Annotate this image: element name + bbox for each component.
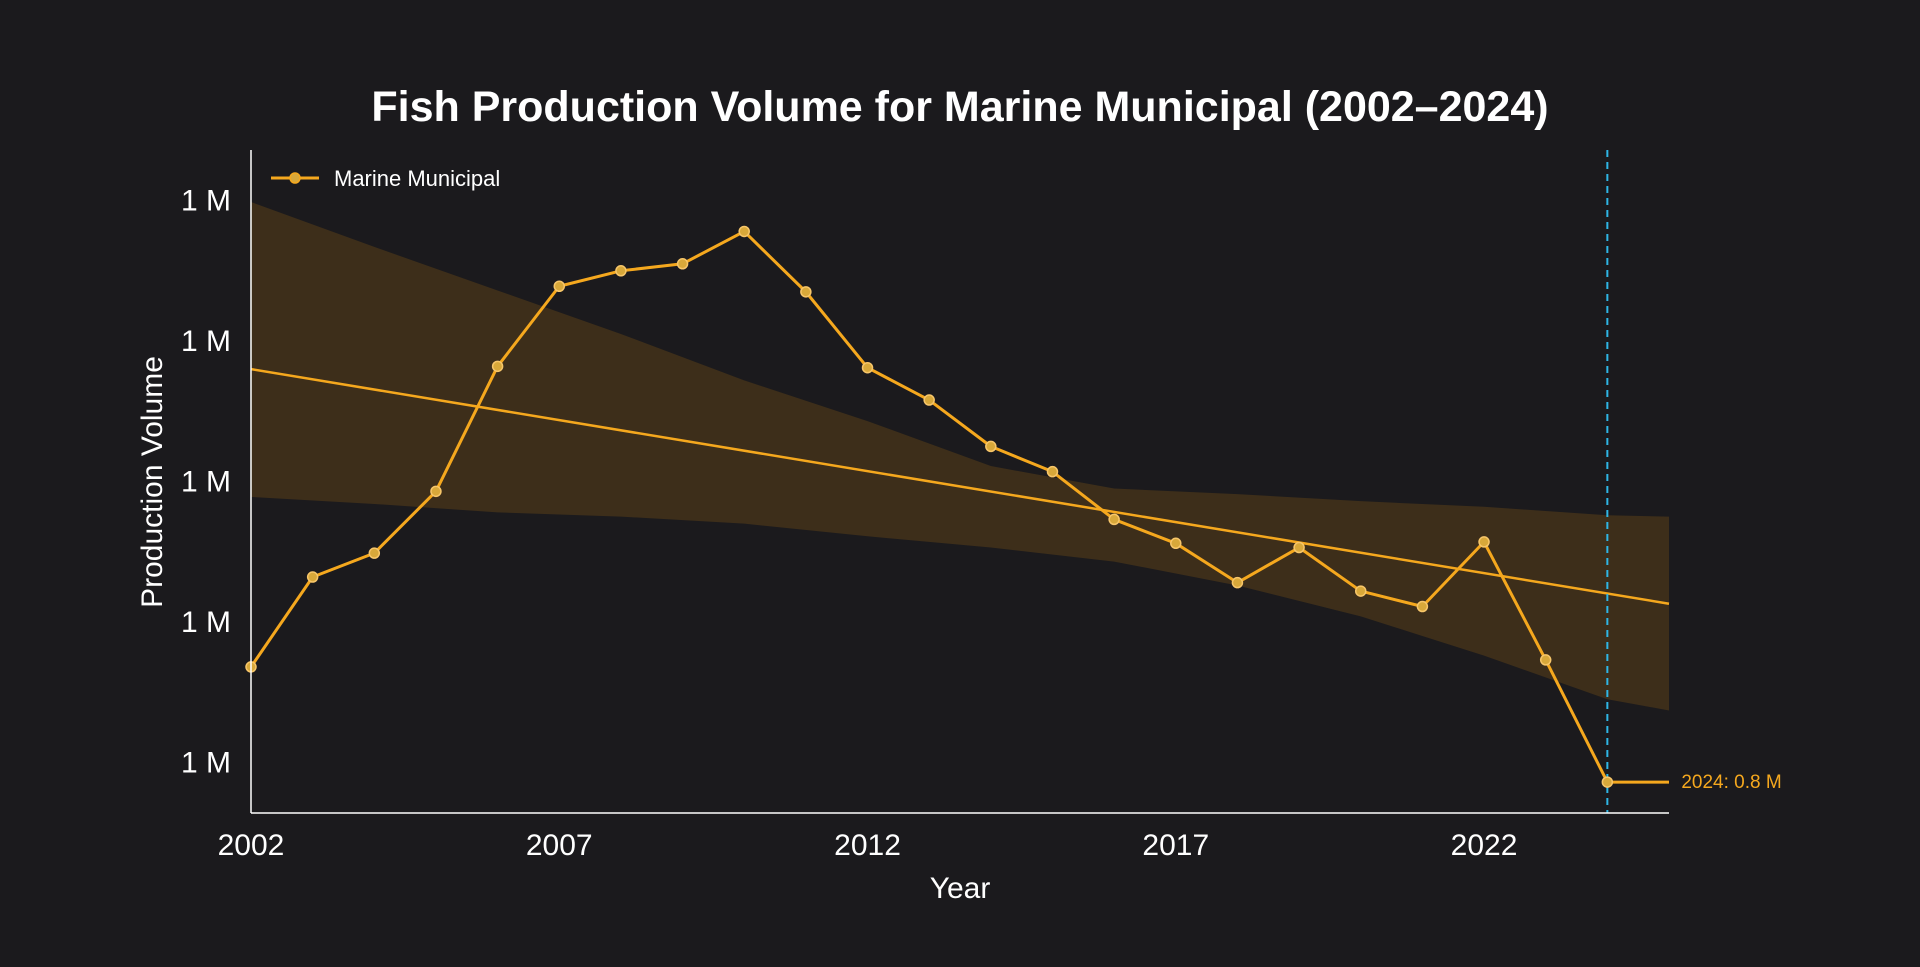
data-point	[1539, 654, 1552, 666]
x-tick-label: 2012	[834, 829, 901, 862]
trend-line-layer	[250, 367, 1670, 605]
legend-marker-swatch	[289, 172, 301, 184]
data-point	[923, 394, 935, 406]
data-point	[861, 361, 874, 374]
trend-line	[250, 367, 1670, 605]
y-tick-label: 1 M	[181, 746, 231, 779]
x-tick-label: 2017	[1142, 829, 1209, 862]
data-point	[1601, 776, 1614, 788]
data-point	[1354, 585, 1367, 597]
confidence-band	[251, 201, 1669, 711]
data-point	[1170, 537, 1182, 550]
legend: Marine Municipal	[271, 166, 500, 191]
chart-title: Fish Production Volume for Marine Munici…	[371, 83, 1548, 131]
data-point	[676, 258, 689, 270]
data-point	[1046, 465, 1059, 478]
legend-label: Marine Municipal	[334, 166, 500, 191]
data-point	[1416, 600, 1429, 613]
data-point	[738, 225, 750, 238]
data-point	[800, 286, 812, 298]
y-tick-label: 1 M	[181, 325, 231, 358]
data-point	[553, 280, 566, 293]
x-tick-labels: 2002 2007 2012 2017 2022	[218, 829, 1518, 862]
series-line	[249, 229, 1669, 784]
data-point	[985, 440, 997, 453]
y-tick-label: 1 M	[181, 606, 231, 639]
x-tick-label: 2022	[1451, 829, 1518, 862]
data-point	[491, 360, 504, 373]
data-point	[306, 571, 319, 583]
data-point	[1231, 576, 1244, 589]
data-point	[615, 265, 627, 277]
data-point	[368, 547, 381, 559]
annotations: 2024: 0.8 M	[1681, 772, 1781, 793]
data-point	[430, 485, 442, 498]
y-tick-label: 1 M	[181, 466, 231, 499]
data-point	[1108, 513, 1120, 526]
y-tick-labels: 1 M 1 M 1 M 1 M 1 M	[181, 185, 231, 780]
series-layer	[245, 225, 1669, 788]
x-axis-label: Year	[930, 872, 991, 905]
confidence-band-layer	[251, 201, 1669, 711]
y-tick-label: 1 M	[181, 185, 231, 218]
axes	[250, 150, 1669, 814]
x-tick-label: 2007	[526, 829, 593, 862]
endpoint-annotation: 2024: 0.8 M	[1681, 772, 1781, 793]
data-point	[1293, 541, 1305, 554]
y-axis-label: Production Volume	[136, 356, 169, 608]
data-point	[1478, 536, 1490, 548]
x-tick-label: 2002	[218, 829, 285, 862]
